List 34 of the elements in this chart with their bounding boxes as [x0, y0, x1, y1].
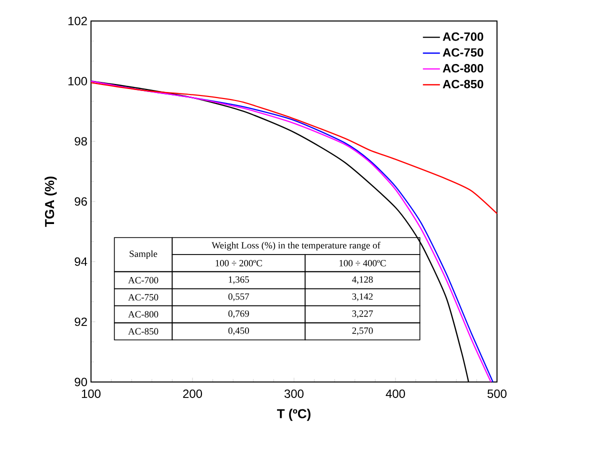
annotation: AC-850: [128, 328, 158, 335]
annotation: 2,570: [352, 327, 373, 336]
y-tick-label: 90: [74, 378, 88, 386]
legend-label: AC-700: [442, 32, 484, 41]
annotation: 3,142: [352, 293, 373, 302]
legend-label: AC-750: [442, 48, 484, 57]
annotation: 0,557: [228, 293, 250, 302]
legend-label: AC-850: [442, 80, 484, 88]
y-tick-label: 102: [68, 16, 87, 26]
x-tick-label: 500: [488, 389, 507, 398]
annotation: 100 ÷ 400ºC: [340, 260, 386, 266]
annotation: 0,769: [228, 310, 249, 318]
y-axis-title: TGA (%): [44, 176, 57, 227]
annotation: 3,227: [352, 310, 373, 318]
annotation: Weight Loss (%) in the temperature range of: [212, 242, 380, 250]
legend-label: AC-800: [442, 64, 484, 72]
annotation: AC-800: [128, 311, 158, 318]
annotation: Sample: [130, 250, 158, 259]
y-tick-label: 92: [74, 318, 87, 326]
x-tick-label: 400: [386, 389, 406, 398]
x-tick-label: 100: [82, 389, 101, 398]
annotation: AC-700: [128, 277, 158, 284]
annotation: AC-750: [128, 294, 158, 300]
y-tick-label: 96: [74, 197, 87, 206]
y-tick-label: 94: [74, 257, 88, 266]
y-tick-label: 100: [68, 76, 88, 86]
annotation: 0,450: [228, 327, 249, 336]
x-tick-label: 300: [284, 389, 304, 398]
x-axis-title: T (ºC): [277, 408, 310, 421]
annotation: 4,128: [352, 276, 373, 284]
x-tick-label: 200: [183, 389, 202, 398]
y-tick-label: 98: [74, 137, 87, 146]
annotation: 100 ÷ 200ºC: [216, 260, 262, 266]
annotation: 1,365: [228, 276, 249, 284]
